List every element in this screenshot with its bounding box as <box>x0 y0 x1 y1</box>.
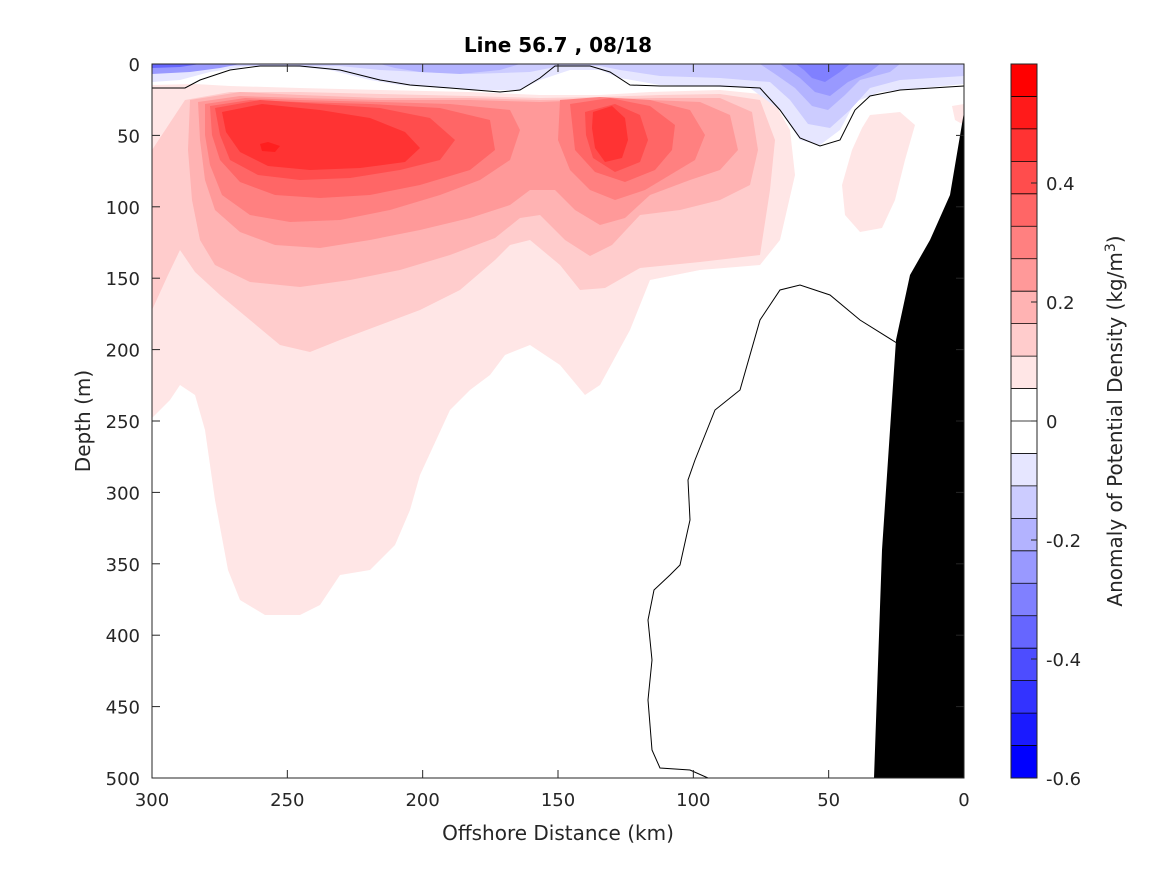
contour-neg-0.05 <box>152 64 964 145</box>
colorbar-swatch <box>1011 713 1037 747</box>
zero-contour-surface <box>152 65 964 147</box>
colorbar-tick-label: 0 <box>1046 412 1057 433</box>
contour-fills <box>152 64 964 778</box>
zero-contour-deep <box>647 284 901 778</box>
colorbar-swatch <box>1011 128 1037 162</box>
contour-0.05-coast <box>952 104 964 125</box>
contour-neg-0.20 <box>780 64 880 96</box>
y-tick-label: 300 <box>106 483 140 504</box>
colorbar-swatch <box>1011 291 1037 325</box>
colorbar-swatch <box>1011 64 1037 97</box>
colorbar-swatch <box>1011 485 1037 519</box>
contour-0.40b <box>592 106 628 162</box>
contour-neg-0.10-mid <box>380 64 520 74</box>
chart-title: Line 56.7 , 08/18 <box>464 33 652 57</box>
colorbar-swatch <box>1011 648 1037 682</box>
colorbar-swatch <box>1011 193 1037 227</box>
colorbar-swatch <box>1011 226 1037 260</box>
y-tick-label: 450 <box>106 698 140 719</box>
colorbar-swatch <box>1011 323 1037 357</box>
contour-neg-0.30-left <box>152 64 200 68</box>
x-tick-label: 0 <box>958 790 969 811</box>
x-tick-label: 50 <box>817 790 840 811</box>
colorbar-swatch <box>1011 96 1037 130</box>
colorbar: 0.4 0.2 0 -0.2 -0.4 -0.6 <box>1010 63 1081 790</box>
x-axis: 300 250 200 150 100 50 0 <box>135 64 970 811</box>
colorbar-swatch <box>1011 356 1037 390</box>
y-tick-label: 50 <box>117 126 140 147</box>
y-tick-label: 0 <box>129 55 140 76</box>
colorbar-swatch <box>1011 745 1037 779</box>
colorbar-tick-label: 0.2 <box>1046 293 1075 314</box>
colorbar-tick-label: -0.4 <box>1046 650 1081 671</box>
colorbar-swatch <box>1011 518 1037 552</box>
colorbar-swatch <box>1011 161 1037 195</box>
y-axis-label: Depth (m) <box>71 370 95 472</box>
colorbar-swatch <box>1011 615 1037 649</box>
colorbar-swatch <box>1011 680 1037 714</box>
y-tick-label: 350 <box>106 555 140 576</box>
x-tick-label: 200 <box>405 790 439 811</box>
x-tick-label: 150 <box>541 790 575 811</box>
y-tick-label: 100 <box>106 198 140 219</box>
x-tick-label: 100 <box>676 790 710 811</box>
contour-neg-0.10 <box>152 64 964 128</box>
y-tick-label: 150 <box>106 269 140 290</box>
y-tick-label: 500 <box>106 769 140 790</box>
x-tick-label: 250 <box>270 790 304 811</box>
y-axis: 0 50 100 150 200 250 300 350 400 450 500 <box>106 55 964 790</box>
contour-0.40 <box>222 104 420 170</box>
y-tick-label: 200 <box>106 341 140 362</box>
colorbar-tick-label: -0.2 <box>1046 531 1081 552</box>
y-tick-label: 400 <box>106 626 140 647</box>
colorbar-swatch <box>1011 453 1037 487</box>
y-tick-label: 250 <box>106 412 140 433</box>
contour-neg-0.25 <box>796 64 850 82</box>
colorbar-swatch <box>1011 550 1037 584</box>
colorbar-swatch <box>1011 258 1037 292</box>
colorbar-tick-label: -0.6 <box>1046 769 1081 790</box>
colorbar-label: Anomaly of Potential Density (kg/m3) <box>1103 235 1127 606</box>
contour-0.05-east <box>842 112 915 232</box>
colorbar-swatch <box>1011 388 1037 422</box>
x-tick-label: 300 <box>135 790 169 811</box>
contour-0.45 <box>260 142 280 152</box>
x-axis-label: Offshore Distance (km) <box>442 821 674 845</box>
bathymetry <box>874 112 964 778</box>
colorbar-swatch <box>1011 421 1037 454</box>
colorbar-tick-label: 0.4 <box>1046 174 1075 195</box>
colorbar-swatch <box>1011 583 1037 617</box>
